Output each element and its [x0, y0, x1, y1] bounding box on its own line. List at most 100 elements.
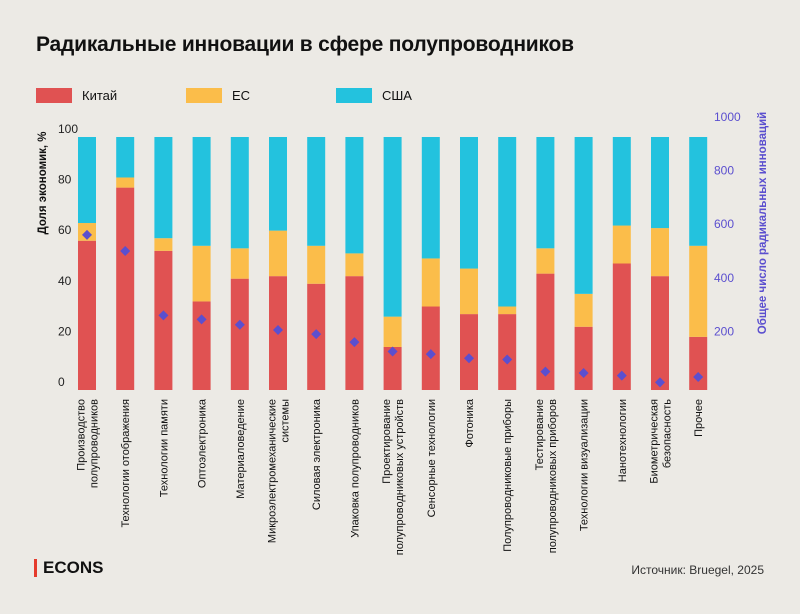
legend-swatch-eu [186, 88, 222, 103]
bar-segment-eu [192, 245, 211, 302]
bar-segment-usa [574, 137, 593, 294]
category-label: Нанотехнологии [617, 399, 629, 482]
bar-segment-usa [345, 137, 364, 254]
bar-segment-eu [574, 293, 593, 327]
category-label: Полупроводниковые приборы [502, 399, 514, 552]
bar-segment-eu [421, 258, 440, 307]
innovations-marker [616, 370, 627, 381]
bar-segment-china [651, 276, 669, 390]
y-tick-label: 40 [58, 274, 72, 288]
legend-swatch-usa [336, 88, 372, 103]
bar-segment-china [78, 240, 96, 390]
legend-item-usa: США [336, 88, 486, 103]
innovations-marker [464, 353, 474, 364]
bar-segment-china [574, 326, 593, 390]
legend-label-eu: ЕС [232, 88, 251, 103]
innovations-marker [693, 371, 704, 382]
innovations-marker [349, 337, 360, 348]
innovations-marker [82, 229, 92, 240]
legend-swatch-china [36, 88, 72, 103]
category-label: Тестированиеполупроводниковых приборов [534, 399, 559, 553]
bar-segment-usa [154, 137, 173, 239]
category-label: Упаковка полупроводников [349, 399, 361, 538]
logo-accent-bar [34, 559, 37, 577]
category-label: Технологии памяти [158, 399, 170, 497]
bar-segment-eu [230, 248, 249, 279]
innovations-marker [387, 346, 398, 357]
bar-segment-usa [689, 137, 708, 246]
category-label: Фотоника [464, 398, 476, 448]
category-label: Технологии визуализации [579, 399, 591, 531]
y-tick-label: 80 [58, 173, 72, 187]
category-label: Производствополупроводников [76, 399, 101, 488]
bar-segment-usa [383, 137, 402, 317]
innovations-marker [234, 319, 245, 330]
category-label: Материаловедение [235, 399, 247, 499]
bar-segment-eu [651, 228, 669, 277]
y-axis-label: Доля экономик, % [37, 131, 49, 234]
bar-segment-usa [307, 137, 326, 246]
bar-segment-usa [612, 137, 631, 226]
bar-segment-usa [498, 137, 517, 307]
y-tick-label: 60 [58, 223, 72, 237]
bar-segment-china [230, 278, 249, 390]
y2-tick-label: 200 [714, 324, 734, 338]
category-label: Оптоэлектроника [197, 398, 209, 488]
innovations-marker [311, 329, 322, 340]
y-tick-label: 0 [58, 375, 65, 389]
bar-segment-china [383, 346, 402, 390]
bar-segment-usa [230, 137, 249, 249]
chart-title: Радикальные инновации в сфере полупровод… [36, 33, 574, 56]
innovations-marker [502, 354, 513, 365]
bar-segment-usa [78, 137, 96, 224]
innovations-marker [196, 314, 207, 325]
category-label: Биометрическаябезопасность [649, 399, 674, 484]
bar-segment-eu [154, 238, 173, 251]
category-label: Микроэлектромеханическиесистемы [267, 399, 292, 543]
econs-logo: ECONS [34, 558, 103, 578]
category-label: Силовая электроника [311, 398, 323, 510]
bar-segment-china [498, 314, 517, 390]
category-label: Технологии отображения [120, 399, 132, 528]
legend-item-eu: ЕС [186, 88, 336, 103]
bar-segment-china [192, 301, 211, 390]
logo-text: ECONS [43, 558, 104, 577]
legend-item-china: Китай [36, 88, 186, 103]
category-label: Проектированиеполупроводниковых устройст… [381, 399, 406, 555]
bar-segment-usa [536, 137, 555, 249]
bar-segment-usa [269, 137, 287, 231]
bar-segment-eu [689, 245, 708, 337]
innovations-marker [540, 366, 551, 377]
innovations-marker [578, 367, 589, 378]
bar-segment-china [536, 273, 555, 390]
bar-segment-usa [192, 137, 211, 246]
innovations-marker [655, 377, 665, 388]
bar-segment-china [345, 276, 364, 390]
bar-segment-eu [383, 316, 402, 347]
bar-segment-eu [269, 230, 287, 277]
y2-axis-label: Общее число радикальных инноваций [757, 112, 769, 334]
y2-tick-label: 800 [714, 164, 734, 178]
innovations-marker [425, 349, 436, 360]
bar-segment-usa [116, 137, 135, 178]
legend: Китай ЕС США [36, 88, 486, 103]
bar-segment-eu [498, 306, 517, 315]
y-tick-label: 100 [58, 122, 78, 136]
bar-segment-china [154, 250, 173, 390]
bar-segment-china [421, 306, 440, 390]
innovations-marker [273, 325, 283, 336]
bar-segment-eu [345, 253, 364, 277]
category-label: Прочее [693, 399, 705, 437]
y2-tick-label: 1000 [714, 110, 741, 124]
bar-segment-eu [460, 268, 478, 315]
legend-label-china: Китай [82, 88, 118, 103]
innovations-marker [158, 310, 169, 321]
bar-segment-eu [536, 248, 555, 274]
bar-segment-eu [612, 225, 631, 264]
bar-segment-eu [116, 177, 135, 188]
category-label: Сенсорные технологии [426, 399, 438, 517]
bar-segment-usa [421, 137, 440, 259]
bar-segment-usa [651, 137, 669, 229]
bar-segment-china [116, 187, 135, 390]
